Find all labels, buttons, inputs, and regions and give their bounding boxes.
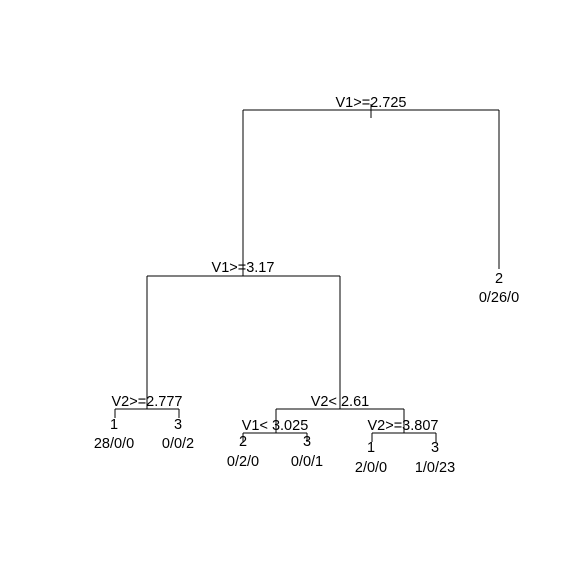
leaf-counts-5: 0/0/1	[291, 454, 323, 470]
leaf-class-5: 3	[303, 434, 311, 450]
leaf-counts-1: 0/26/0	[479, 290, 519, 306]
split-label-level3-right: V2< 2.61	[311, 394, 369, 410]
split-label-level2: V1>=3.17	[212, 260, 275, 276]
leaf-class-1: 2	[495, 271, 503, 287]
split-label-level4-right: V2>=3.807	[368, 418, 439, 434]
split-label-level3-left: V2>=2.777	[112, 394, 183, 410]
leaf-class-3: 3	[174, 417, 182, 433]
leaf-class-7: 3	[431, 440, 439, 456]
leaf-counts-7: 1/0/23	[415, 460, 455, 476]
split-labels: V1>=2.725 V1>=3.17 V2>=2.777 V2< 2.61 V1…	[112, 95, 439, 434]
leaf-counts-2: 28/0/0	[94, 436, 134, 452]
tree-branches	[114, 104, 500, 442]
leaf-class-2: 1	[110, 417, 118, 433]
leaf-counts-3: 0/0/2	[162, 436, 194, 452]
leaf-class-4: 2	[239, 434, 247, 450]
leaf-class-6: 1	[367, 440, 375, 456]
split-label-root: V1>=2.725	[336, 95, 407, 111]
split-label-level4-left: V1< 3.025	[242, 418, 309, 434]
leaf-counts-6: 2/0/0	[355, 460, 387, 476]
leaf-nodes: 2 0/26/0 1 28/0/0 3 0/0/2 2 0/2/0 3 0/0/…	[94, 271, 519, 476]
leaf-counts-4: 0/2/0	[227, 454, 259, 470]
